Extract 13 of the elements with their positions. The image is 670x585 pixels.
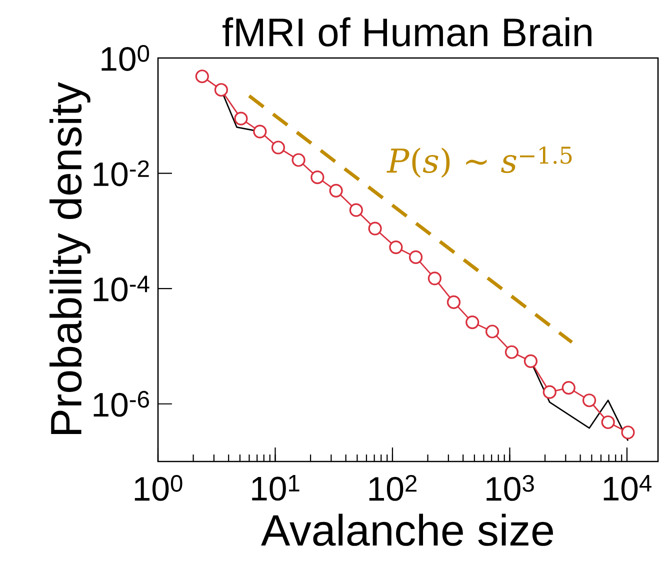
- y-axis-title: Probability density: [50, 82, 90, 434]
- x-tick-label: 10$^{2}$: [369, 475, 416, 501]
- y-tick-label: 10$^{-4}$: [94, 276, 150, 302]
- x-tick-label: 10$^{0}$: [134, 475, 182, 501]
- y-tick-label: 10$^{0}$: [102, 45, 150, 71]
- x-axis-title: Avalanche size: [261, 514, 553, 546]
- y-tick-label: 10$^{-6}$: [94, 390, 149, 417]
- y-tick-label: 10$^{-2}$: [94, 160, 149, 186]
- chart-title: fMRI of Human Brain: [222, 17, 592, 47]
- x-tick-label: 10$^{4}$: [604, 475, 652, 501]
- x-tick-label: 10$^{3}$: [486, 475, 534, 501]
- x-tick-label: 10$^{1}$: [252, 475, 300, 501]
- annotation: P(s) ∼ s$^{−1.5}$: [386, 146, 572, 178]
